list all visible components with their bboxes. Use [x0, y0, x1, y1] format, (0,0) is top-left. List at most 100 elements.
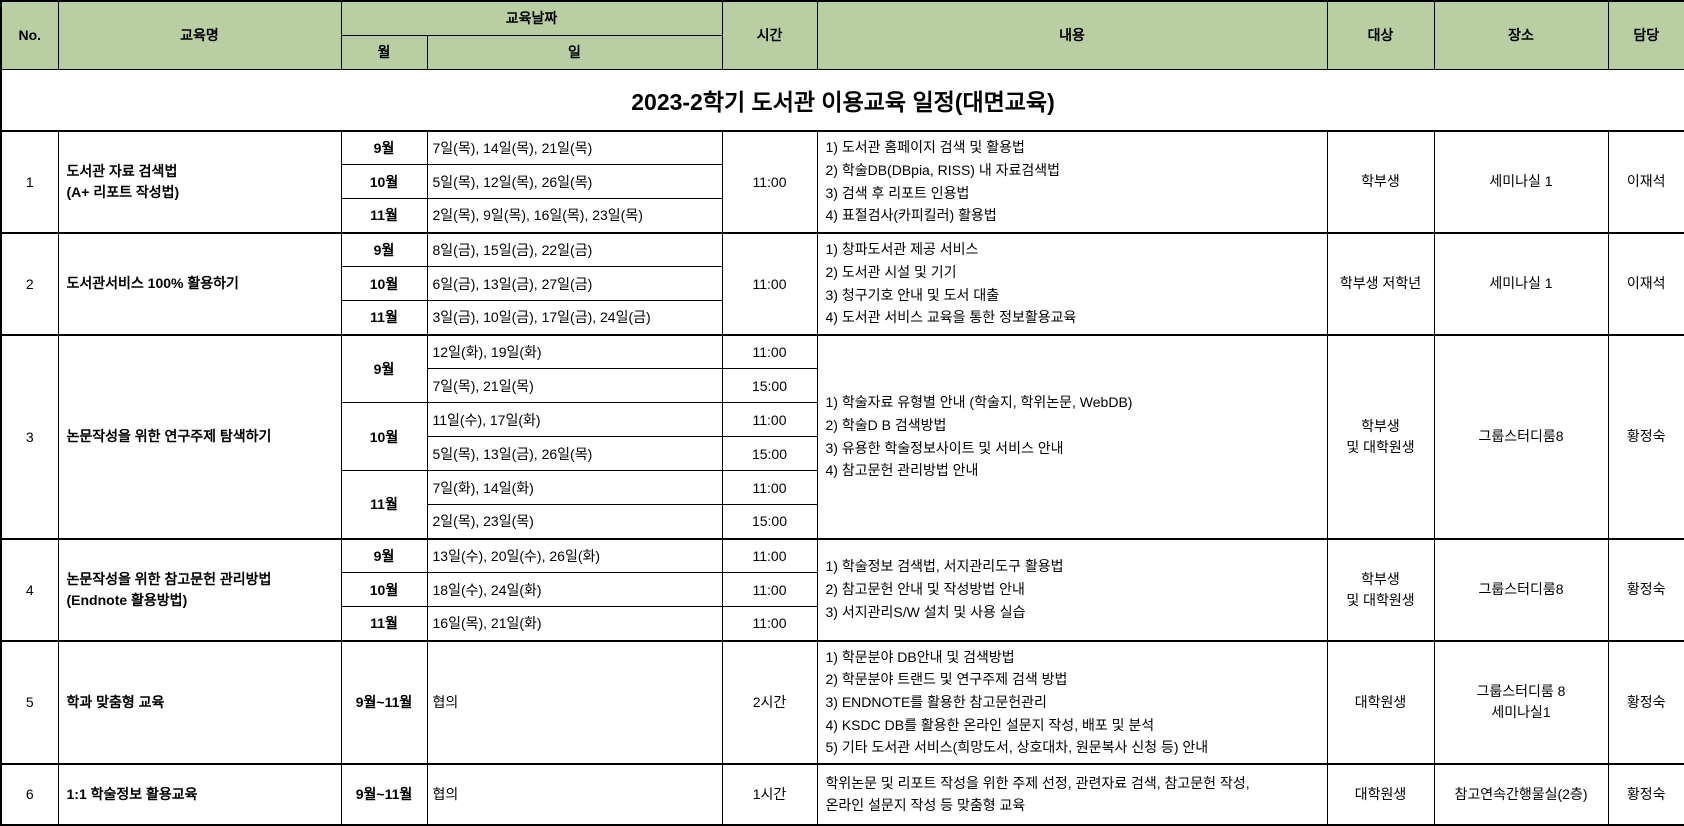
days-cell: 7일(화), 14일(화) [426, 470, 723, 505]
table-row: 3 논문작성을 위한 연구주제 탐색하기 9월 12일(화), 19일(화) 1… [0, 333, 1684, 539]
col-header-place: 장소 [1433, 0, 1609, 70]
days-cell: 2일(목), 9일(목), 16일(목), 23일(목) [426, 198, 723, 233]
table-row: 10월 5일(목), 12일(목), 26일(목) [1, 164, 1684, 199]
days-cell: 13일(수), 20일(수), 26일(화) [426, 537, 723, 573]
table-row: 11월 7일(화), 14일(화) 11:00 [1, 470, 1684, 539]
days-cell: 협의 [426, 762, 723, 826]
manager-cell: 이재석 [1607, 231, 1684, 335]
month-cell: 9월 [340, 333, 428, 403]
no-cell: 6 [0, 762, 59, 826]
days-cell: 11일(수), 17일(화) [426, 402, 723, 437]
col-header-date: 교육날짜 [340, 0, 723, 36]
days-cell: 6일(금), 13일(금), 27일(금) [426, 266, 723, 301]
education-name-cell: 도서관서비스 100% 활용하기 [57, 231, 342, 335]
time-cell: 2시간 [721, 639, 818, 765]
col-header-no: No. [0, 0, 59, 70]
table-row: 4 논문작성을 위한 참고문헌 관리방법 (Endnote 활용방법) 9월 1… [0, 537, 1684, 641]
month-cell: 10월 [340, 164, 428, 199]
col-header-target: 대상 [1326, 0, 1435, 70]
month-cell: 11월 [340, 606, 428, 641]
time-cell: 11:00 [721, 402, 818, 437]
month-cell: 11월 [340, 300, 428, 335]
days-cell: 18일(수), 24일(화) [426, 572, 723, 607]
content-cell: 1) 창파도서관 제공 서비스 2) 도서관 시설 및 기기 3) 청구기호 안… [816, 231, 1328, 335]
col-header-content: 내용 [816, 0, 1328, 70]
month-cell: 9월 [340, 231, 428, 267]
days-cell: 3일(금), 10일(금), 17일(금), 24일(금) [426, 300, 723, 335]
title-row: 2023-2학기 도서관 이용교육 일정(대면교육) [0, 68, 1684, 131]
place-cell: 세미나실 1 [1433, 231, 1609, 335]
no-cell: 5 [0, 639, 59, 765]
time-cell: 11:00 [721, 606, 818, 641]
days-cell: 8일(금), 15일(금), 22일(금) [426, 231, 723, 267]
target-cell: 학부생 및 대학원생 [1326, 333, 1435, 539]
time-cell: 11:00 [721, 537, 818, 573]
table-row: 10월 6일(금), 13일(금), 27일(금) [1, 266, 1684, 301]
table-row: 5일(목), 13일(금), 26일(목) 15:00 [1, 436, 1684, 471]
target-cell: 대학원생 [1326, 762, 1435, 826]
place-cell: 그룹스터디룸8 [1433, 333, 1609, 539]
time-cell: 1시간 [721, 762, 818, 826]
content-cell: 1) 도서관 홈페이지 검색 및 활용법 2) 학술DB(DBpia, RISS… [816, 129, 1328, 233]
col-header-day: 일 [426, 34, 723, 70]
content-cell: 학위논문 및 리포트 작성을 위한 주제 선정, 관련자료 검색, 참고문헌 작… [816, 762, 1328, 826]
no-cell: 3 [0, 333, 59, 539]
col-header-manager: 담당 [1607, 0, 1684, 70]
target-cell: 학부생 [1326, 129, 1435, 233]
no-cell: 2 [0, 231, 59, 335]
time-cell: 15:00 [721, 368, 818, 403]
days-cell: 5일(목), 12일(목), 26일(목) [426, 164, 723, 199]
education-name-cell: 논문작성을 위한 참고문헌 관리방법 (Endnote 활용방법) [57, 537, 342, 641]
table-row: 11월 16일(목), 21일(화) 11:00 [1, 606, 1684, 641]
table-row: 6 1:1 학술정보 활용교육 9월~11월 협의 1시간 학위논문 및 리포트… [0, 762, 1684, 826]
manager-cell: 황정숙 [1607, 333, 1684, 539]
education-name-cell: 학과 맞춤형 교육 [57, 639, 342, 765]
time-cell: 15:00 [721, 504, 818, 539]
time-cell: 15:00 [721, 436, 818, 471]
days-cell: 협의 [426, 639, 723, 765]
education-name-cell: 도서관 자료 검색법 (A+ 리포트 작성법) [57, 129, 342, 233]
table-row: 10월 18일(수), 24일(화) 11:00 [1, 572, 1684, 607]
target-cell: 대학원생 [1326, 639, 1435, 765]
time-cell: 11:00 [721, 333, 818, 369]
place-cell: 참고연속간행물실(2층) [1433, 762, 1609, 826]
month-cell: 9월~11월 [340, 762, 428, 826]
no-cell: 4 [0, 537, 59, 641]
table-row: 2 도서관서비스 100% 활용하기 9월 8일(금), 15일(금), 22일… [0, 231, 1684, 335]
days-cell: 2일(목), 23일(목) [426, 504, 723, 539]
time-cell: 11:00 [721, 129, 818, 233]
place-cell: 그룹스터디룸 8 세미나실1 [1433, 639, 1609, 765]
days-cell: 7일(목), 14일(목), 21일(목) [426, 129, 723, 165]
manager-cell: 황정숙 [1607, 537, 1684, 641]
days-cell: 7일(목), 21일(목) [426, 368, 723, 403]
place-cell: 그룹스터디룸8 [1433, 537, 1609, 641]
target-cell: 학부생 저학년 [1326, 231, 1435, 335]
col-header-month: 월 [340, 34, 428, 70]
days-cell: 12일(화), 19일(화) [426, 333, 723, 369]
manager-cell: 이재석 [1607, 129, 1684, 233]
month-cell: 9월 [340, 537, 428, 573]
col-header-name: 교육명 [57, 0, 342, 70]
education-name-cell: 논문작성을 위한 연구주제 탐색하기 [57, 333, 342, 539]
time-cell: 11:00 [721, 470, 818, 505]
content-cell: 1) 학술자료 유형별 안내 (학술지, 학위논문, WebDB) 2) 학술D… [816, 333, 1328, 539]
no-cell: 1 [0, 129, 59, 233]
col-header-time: 시간 [721, 0, 818, 70]
days-cell: 5일(목), 13일(금), 26일(목) [426, 436, 723, 471]
table-row: 11월 2일(목), 9일(목), 16일(목), 23일(목) [1, 198, 1684, 233]
header-row-2: 월 일 [1, 34, 1684, 70]
time-cell: 11:00 [721, 231, 818, 335]
month-cell: 11월 [340, 470, 428, 539]
table-row: 1 도서관 자료 검색법 (A+ 리포트 작성법) 9월 7일(목), 14일(… [0, 129, 1684, 233]
month-cell: 10월 [340, 266, 428, 301]
manager-cell: 황정숙 [1607, 762, 1684, 826]
content-cell: 1) 학술정보 검색법, 서지관리도구 활용법 2) 참고문헌 안내 및 작성방… [816, 537, 1328, 641]
month-cell: 11월 [340, 198, 428, 233]
month-cell: 10월 [340, 572, 428, 607]
time-cell: 11:00 [721, 572, 818, 607]
header-row-1: No. 교육명 교육날짜 시간 내용 대상 장소 담당 [0, 0, 1684, 70]
table-row: 5 학과 맞춤형 교육 9월~11월 협의 2시간 1) 학문분야 DB안내 및… [0, 639, 1684, 765]
target-cell: 학부생 및 대학원생 [1326, 537, 1435, 641]
page-title: 2023-2학기 도서관 이용교육 일정(대면교육) [0, 68, 1684, 131]
